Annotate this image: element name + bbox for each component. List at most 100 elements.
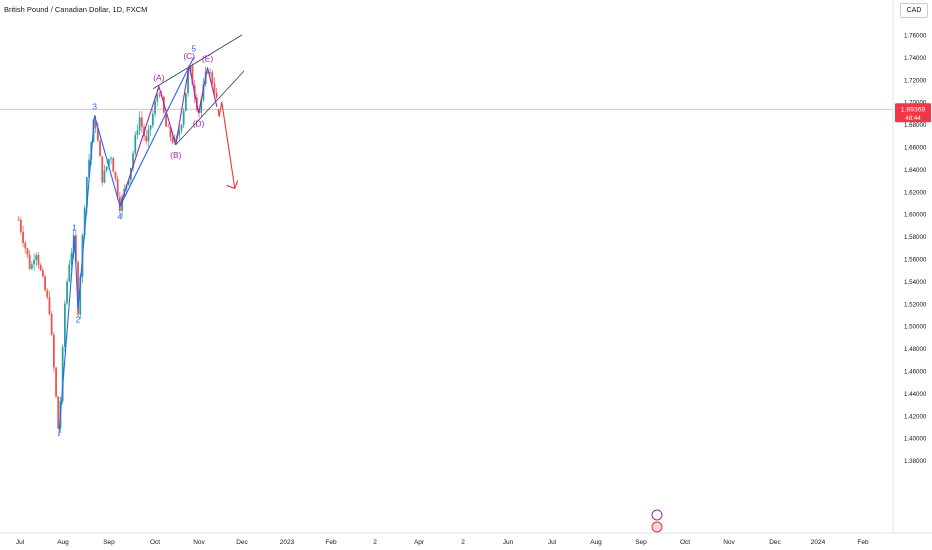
candle-body <box>211 72 214 84</box>
projection-path <box>217 102 236 189</box>
candle-body <box>35 255 38 260</box>
price-tick-label: 1.56000 <box>904 257 927 264</box>
time-tick-label: Nov <box>723 539 735 546</box>
candle-body <box>94 119 97 129</box>
candle-body <box>50 314 53 335</box>
price-tick-label: 1.48000 <box>904 346 927 353</box>
candle-body <box>26 248 29 255</box>
candle-body <box>215 92 218 98</box>
candle-body <box>99 140 101 157</box>
time-tick-label: Aug <box>57 539 69 546</box>
candle-body <box>55 367 57 397</box>
candle-body <box>112 158 115 172</box>
chart-title: British Pound / Canadian Dollar, 1D, FXC… <box>4 5 148 14</box>
time-tick-label: 2 <box>373 539 377 546</box>
candle-body <box>70 252 73 265</box>
candle-body <box>96 128 99 141</box>
candle-body <box>167 126 170 128</box>
candle-body <box>121 196 123 211</box>
elliott-impulse-wave <box>58 57 195 437</box>
price-tick-label: 1.70000 <box>904 100 927 107</box>
price-tick-label: 1.50000 <box>904 324 927 331</box>
wave-label: (C) <box>183 51 195 61</box>
channel-line <box>175 70 245 146</box>
channel-line <box>152 34 243 90</box>
candle-body <box>33 259 35 265</box>
candle-body <box>187 71 189 94</box>
wave-labels-layer: 1 2 3 4 5 (A) (B) (C) (D) (E) <box>72 43 213 324</box>
time-tick-label: 2024 <box>811 539 826 546</box>
projection-arrowhead <box>226 180 239 190</box>
price-tick-label: 1.76000 <box>904 33 927 40</box>
time-tick-label: Sep <box>103 539 115 546</box>
candle-body <box>116 178 119 198</box>
price-tick-label: 1.60000 <box>904 212 927 219</box>
price-tick-label: 1.54000 <box>904 279 927 286</box>
candle-body <box>158 94 161 96</box>
candle-body <box>169 126 172 138</box>
price-tick-label: 1.66000 <box>904 145 927 152</box>
candle-body <box>191 66 194 85</box>
candle-body <box>114 171 117 179</box>
candle-body <box>101 156 104 183</box>
candle-body <box>30 264 33 269</box>
candle-body <box>140 117 143 127</box>
candle-body <box>200 99 203 113</box>
price-tick-label: 1.46000 <box>904 369 927 376</box>
candle-body <box>147 129 150 142</box>
candle-body <box>77 262 79 315</box>
price-tick-label: 1.44000 <box>904 391 927 398</box>
candle-body <box>63 303 66 347</box>
candle-body <box>171 137 174 143</box>
wave-label: (A) <box>153 73 165 83</box>
time-tick-label: Dec <box>236 539 248 546</box>
candle-body <box>154 101 156 114</box>
price-tick-label: 1.68000 <box>904 122 927 129</box>
candle-body <box>48 297 51 315</box>
candle-body <box>156 94 159 102</box>
candle-body <box>83 207 86 236</box>
candle-body <box>178 130 181 136</box>
time-tick-label: Aug <box>590 539 602 546</box>
time-tick-label: Feb <box>857 539 869 546</box>
wave-label: 2 <box>76 314 81 324</box>
wave-label: 4 <box>118 211 123 221</box>
candle-body <box>41 270 44 277</box>
candle-body <box>209 72 211 74</box>
candle-body <box>57 396 60 429</box>
candle-body <box>74 235 77 263</box>
earnings-event-icon <box>651 521 663 533</box>
candle-body <box>165 112 167 127</box>
time-tick-label: Oct <box>150 539 160 546</box>
candle-body <box>46 290 49 298</box>
price-tick-label: 1.42000 <box>904 413 927 420</box>
candle-body <box>66 281 68 304</box>
candle-body <box>127 179 130 185</box>
candle-body <box>110 158 112 159</box>
candle-body <box>134 134 137 154</box>
price-tag-value: 1.69369 <box>901 106 926 113</box>
price-tag-countdown: 48:44 <box>905 115 921 122</box>
candle-body <box>105 166 108 171</box>
candle-body <box>85 177 88 208</box>
candle-body <box>202 84 205 100</box>
price-tick-label: 1.40000 <box>904 436 927 443</box>
candle-body <box>132 153 134 169</box>
time-axis: Jul Aug Sep Oct Nov Dec 2023 Feb 2 Apr 2 Jun Jul Aug S… <box>0 532 932 546</box>
wave-label: 5 <box>191 43 196 53</box>
time-tick-label: Oct <box>680 539 690 546</box>
candle-body <box>213 83 216 93</box>
candle-body <box>79 276 82 315</box>
time-tick-label: Jul <box>16 539 25 546</box>
currency-button[interactable]: CAD <box>900 3 928 18</box>
time-tick-label: Sep <box>635 539 647 546</box>
price-axis: 1.76000 1.74000 1.72000 1.70000 1.68000 1.660… <box>892 0 927 533</box>
price-tick-label: 1.74000 <box>904 55 927 62</box>
candle-body <box>22 231 24 243</box>
candle-body <box>145 136 148 142</box>
price-tick-label: 1.64000 <box>904 167 927 174</box>
price-tick-label: 1.72000 <box>904 77 927 84</box>
candle-body <box>88 159 90 178</box>
wave-label: 3 <box>92 102 97 112</box>
